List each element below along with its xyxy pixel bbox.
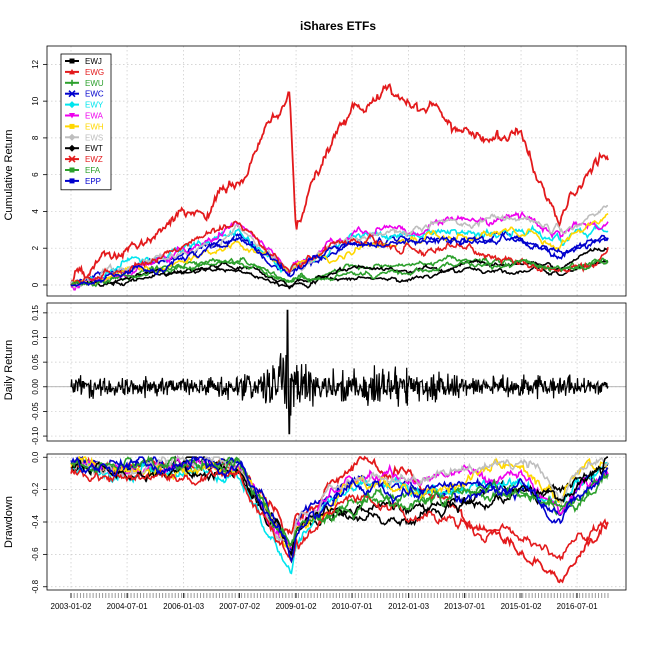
y-tick-label: 0.0 xyxy=(31,451,40,463)
panel-frame xyxy=(46,45,627,297)
series-line-ewz xyxy=(70,466,609,564)
legend-label-epp: EPP xyxy=(85,177,101,186)
y-axis-title-drawdown: Drawdown xyxy=(3,496,15,548)
x-tick-label: 2015-01-02 xyxy=(501,602,542,611)
legend-label-efa: EFA xyxy=(85,166,101,175)
panel-frame xyxy=(46,453,627,591)
x-tick-label: 2010-07-01 xyxy=(332,602,373,611)
x-tick-label: 2007-07-02 xyxy=(219,602,260,611)
series-line-ewa xyxy=(70,455,609,549)
series-line-ewz xyxy=(70,220,609,287)
legend-marker-epp xyxy=(69,178,75,184)
panel-daily-return: -0.10 -0.05 0.00 0.05 0.10 0.15 xyxy=(31,302,627,445)
legend-marker-ewz xyxy=(68,155,76,163)
y-tick-label: -0.2 xyxy=(31,482,40,496)
legend-label-ewh: EWH xyxy=(85,122,104,131)
legend-marker-ewg xyxy=(69,68,75,75)
y-tick-label: 0.10 xyxy=(31,329,40,345)
legend-label-ewu: EWU xyxy=(85,79,104,88)
x-tick-label: 2003-01-02 xyxy=(51,602,92,611)
series-line-ewg xyxy=(70,83,609,286)
x-tick-label: 2016-07-01 xyxy=(557,602,598,611)
series-line-efa xyxy=(70,455,609,547)
panel-cumulative-return: 0 2 4 6 8 10 12 xyxy=(31,45,627,297)
y-tick-label: 10 xyxy=(31,96,40,105)
y-tick-label: 0 xyxy=(31,282,40,287)
y-tick-label: -0.10 xyxy=(31,426,40,445)
y-tick-label: 12 xyxy=(31,59,40,68)
y-tick-label: -0.6 xyxy=(31,547,40,561)
legend-marker-efa xyxy=(69,167,75,173)
y-tick-label: -0.05 xyxy=(31,402,40,421)
legend-label-ewa: EWA xyxy=(85,112,104,121)
legend-marker-ewt xyxy=(68,144,76,152)
series-line-epp xyxy=(70,456,609,564)
y-tick-label: 2 xyxy=(31,245,40,250)
chart-title: iShares ETFs xyxy=(300,19,376,33)
x-tick-label: 2012-01-03 xyxy=(388,602,429,611)
legend-label-ews: EWS xyxy=(85,133,103,142)
legend-box xyxy=(60,53,112,191)
legend-marker-ews xyxy=(68,133,76,141)
y-tick-label: 4 xyxy=(31,209,40,214)
series-line-ewj xyxy=(70,309,609,435)
legend-label-ewy: EWY xyxy=(85,101,104,110)
x-tick-label: 2009-01-02 xyxy=(276,602,317,611)
legend-marker-ewc xyxy=(68,90,76,98)
legend-marker-ewa xyxy=(69,113,75,119)
legend-label-ewj: EWJ xyxy=(85,57,102,66)
legend-marker-ewy xyxy=(68,101,76,109)
y-tick-label: -0.4 xyxy=(31,515,40,529)
legend-label-ewt: EWT xyxy=(85,144,103,153)
y-tick-label: 8 xyxy=(31,135,40,140)
panel-drawdown: -0.8 -0.6 -0.4 -0.2 0.0 xyxy=(31,451,627,594)
y-axis-title-cumulative: Cumulative Return xyxy=(3,129,15,220)
legend-marker-ewh xyxy=(69,123,75,129)
y-tick-label: 0.05 xyxy=(31,354,40,370)
y-tick-label: 0.15 xyxy=(31,305,40,321)
legend-label-ewc: EWC xyxy=(85,90,104,99)
series-line-epp xyxy=(70,231,609,288)
x-tick-label: 2013-07-01 xyxy=(444,602,485,611)
y-axis-title-daily: Daily Return xyxy=(3,340,15,401)
series-line-ewj xyxy=(70,259,609,289)
y-tick-label: 6 xyxy=(31,172,40,177)
panel-frame xyxy=(46,302,627,442)
x-axis: 2003-01-02 2004-07-01 2006-01-03 2007-07-02… xyxy=(51,593,609,611)
legend-label-ewg: EWG xyxy=(85,68,104,77)
x-tick-label: 2004-07-01 xyxy=(107,602,148,611)
legend-label-ewz: EWZ xyxy=(85,155,103,164)
series-line-ewc xyxy=(70,455,609,552)
series-line-ews xyxy=(70,455,609,557)
legend-marker-ewj xyxy=(69,58,75,64)
x-tick-label: 2006-01-03 xyxy=(163,602,204,611)
y-tick-label: 0.00 xyxy=(31,378,40,394)
y-tick-label: -0.8 xyxy=(31,579,40,593)
